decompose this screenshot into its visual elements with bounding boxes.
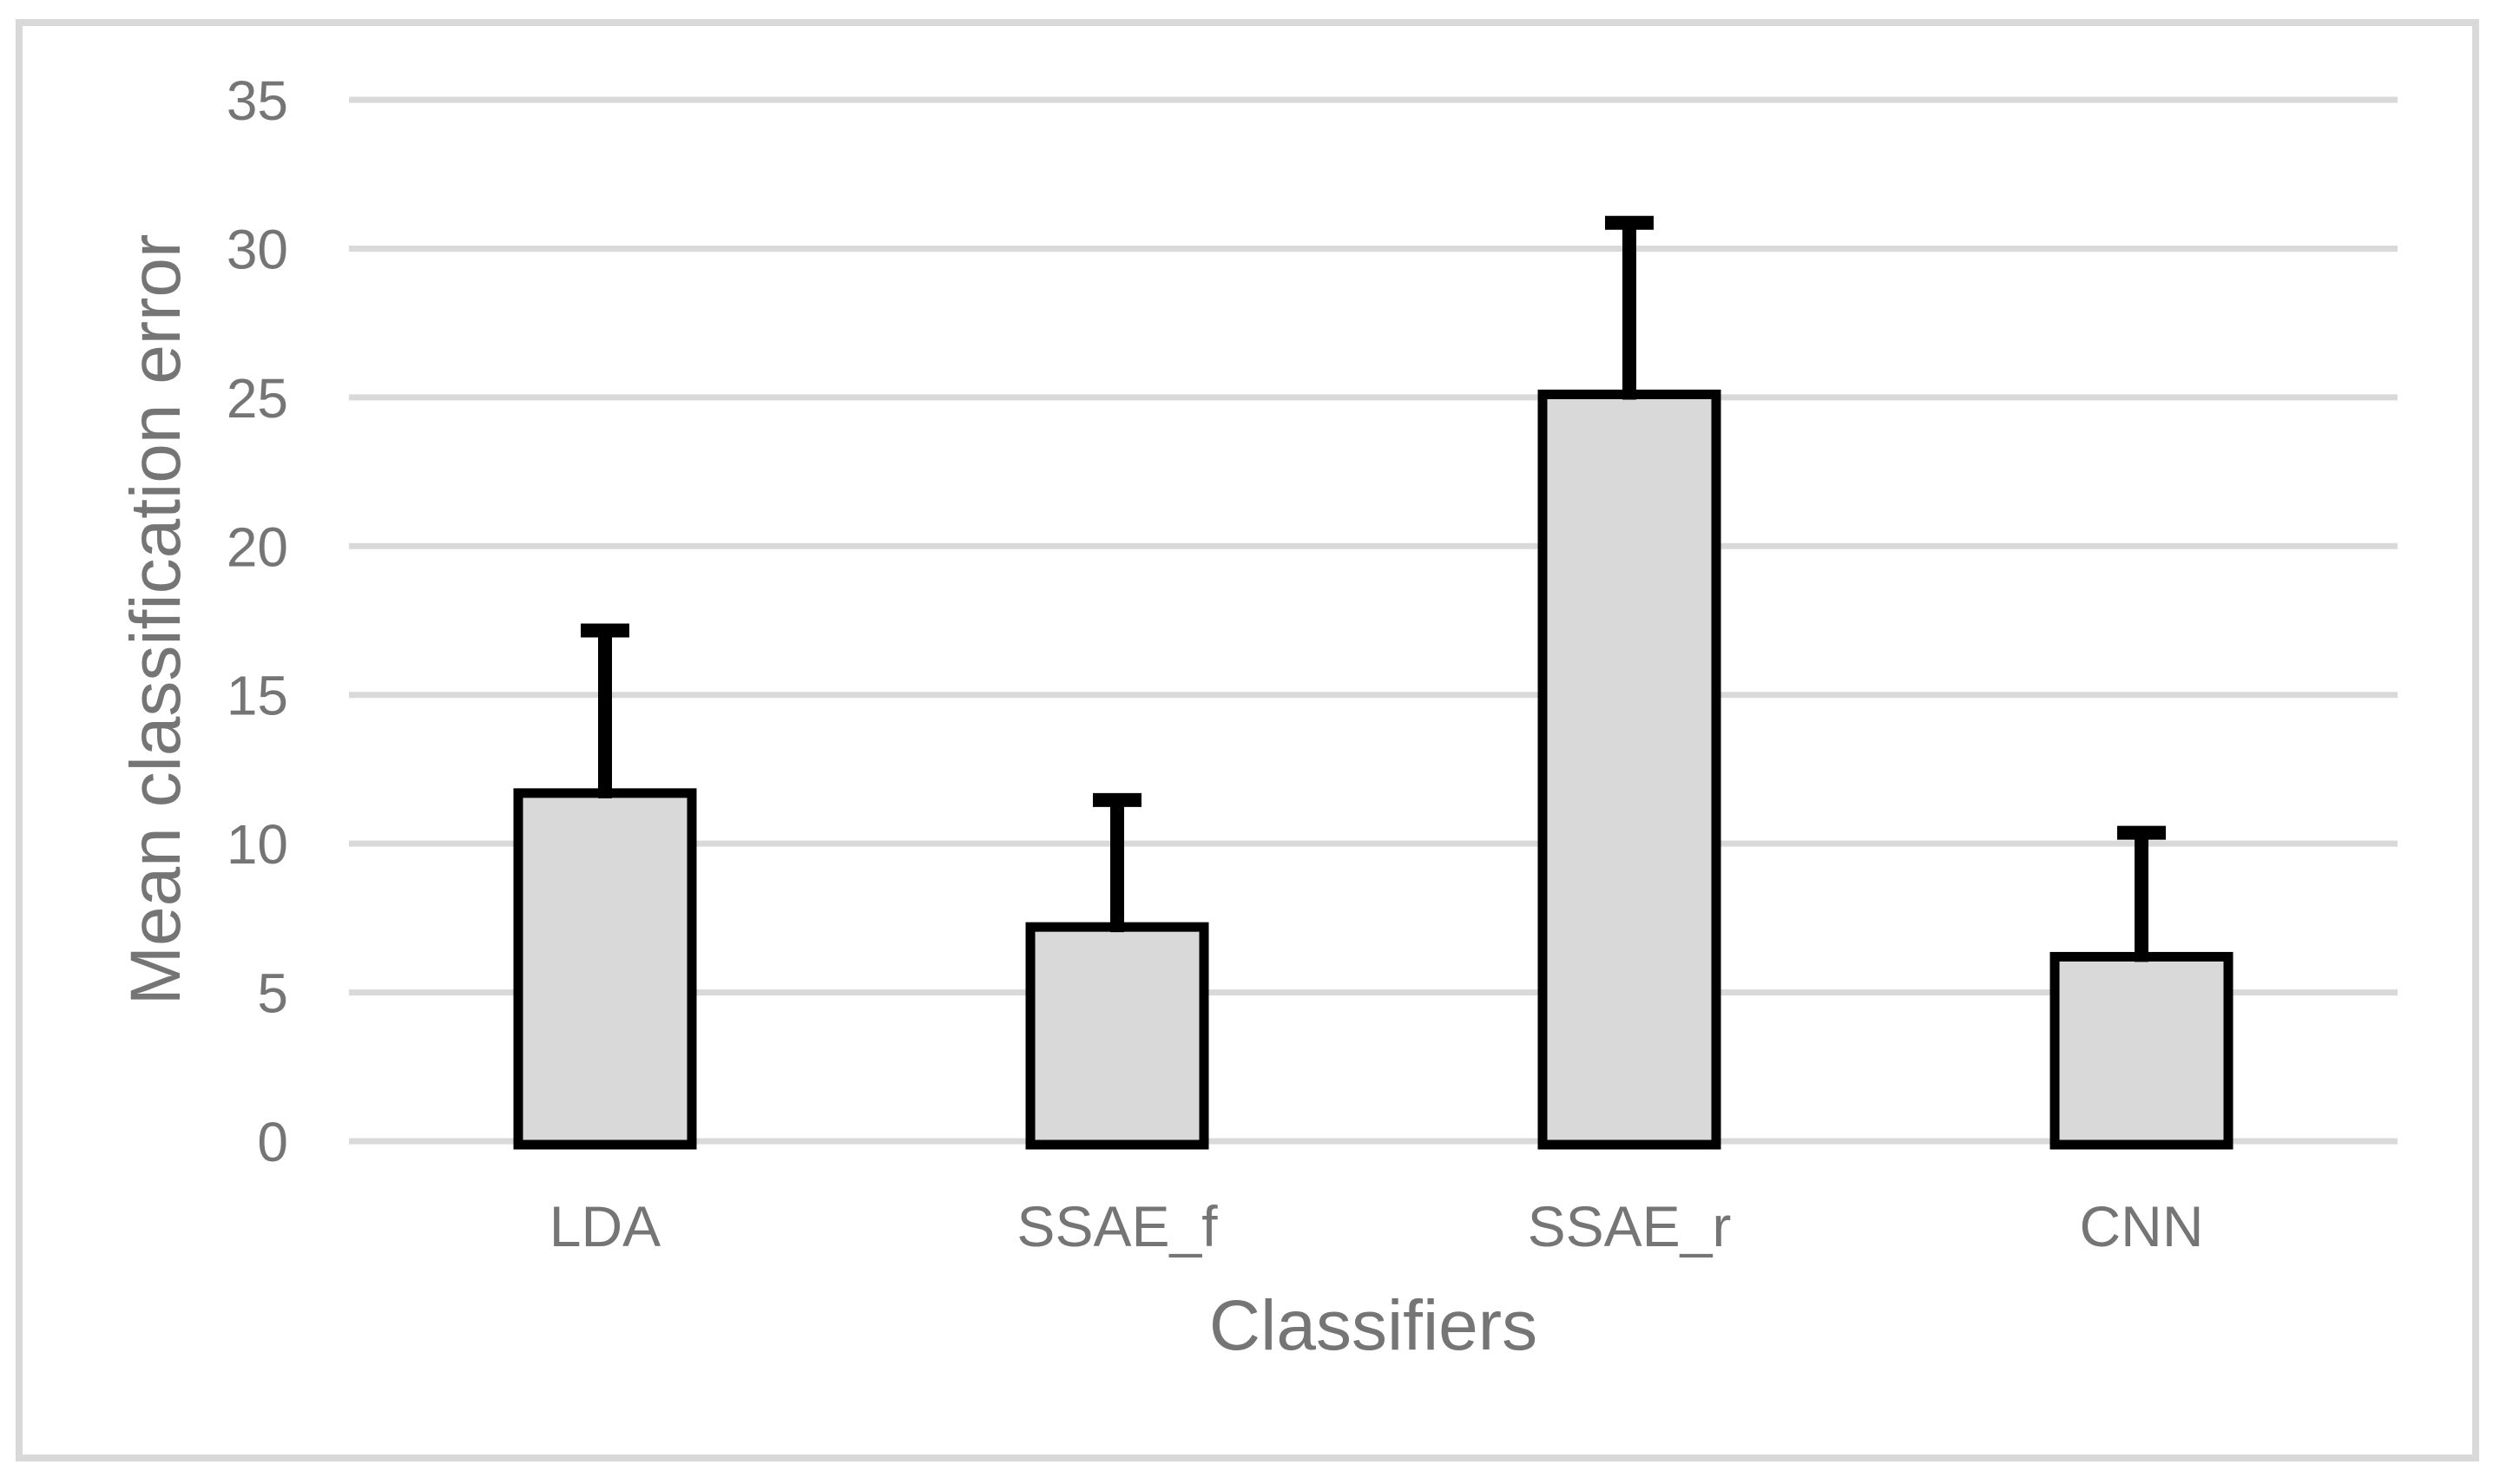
y-tick-label-5: 5 [257, 962, 288, 1025]
y-tick-label-10: 10 [227, 813, 288, 876]
x-tick-label-LDA: LDA [549, 1194, 661, 1258]
y-tick-label-35: 35 [227, 69, 288, 132]
y-axis-title: Mean classification error [116, 233, 195, 1006]
bar-LDA [513, 788, 697, 1150]
bar-CNN [2049, 951, 2234, 1150]
y-tick-label-20: 20 [227, 515, 288, 578]
bar-SSAE_r [1537, 389, 1721, 1150]
x-tick-label-SSAE_r: SSAE_r [1528, 1194, 1732, 1258]
y-tick-label-0: 0 [257, 1111, 288, 1173]
x-tick-label-SSAE_f: SSAE_f [1016, 1194, 1218, 1258]
y-tick-label-15: 15 [227, 665, 288, 727]
y-tick-label-25: 25 [227, 367, 288, 430]
y-tick-label-30: 30 [227, 218, 288, 280]
x-tick-label-CNN: CNN [2080, 1194, 2204, 1258]
bar-SSAE_f [1025, 922, 1209, 1150]
x-axis-title: Classifiers [1208, 1286, 1538, 1365]
